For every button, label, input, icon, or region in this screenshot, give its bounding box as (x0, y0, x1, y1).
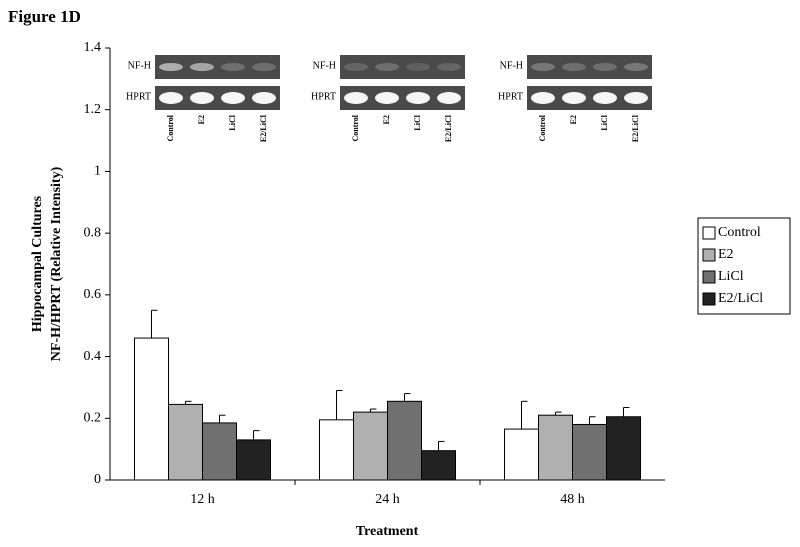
gel-lane-label: E2/LiCl (444, 114, 453, 142)
gel-band (437, 92, 461, 104)
gel-band (375, 92, 399, 104)
y-tick-label: 0.8 (84, 225, 102, 240)
bar (538, 414, 573, 481)
gel-lane-label: E2/LiCl (631, 114, 640, 142)
gel-lane-label: E2 (197, 115, 206, 124)
gel-row-label: NF-H (313, 60, 336, 71)
gel-band (159, 92, 183, 104)
gel-row-label: HPRT (498, 91, 523, 102)
gel-band (437, 63, 461, 71)
y-tick-label: 0.6 (84, 287, 102, 302)
gel-band (531, 63, 555, 71)
legend-label: E2 (718, 247, 734, 262)
legend-label: E2/LiCl (718, 291, 763, 306)
gel-band (624, 92, 648, 104)
gel-lane-label: LiCl (413, 114, 422, 130)
bar (606, 416, 641, 481)
y-tick-label: 0.2 (84, 411, 102, 426)
gel-lane-label: Control (166, 114, 175, 141)
gel-band (221, 63, 245, 71)
gel-band (344, 92, 368, 104)
y-axis-label: NF-H/HPRT (Relative Intensity) (49, 166, 64, 361)
gel-band (406, 63, 430, 71)
gel-band (531, 92, 555, 104)
gel-band (593, 63, 617, 71)
legend-swatch (702, 270, 716, 284)
y-tick-label: 1 (94, 164, 101, 179)
gel-band (344, 63, 368, 71)
bar (236, 439, 271, 481)
gel-band (221, 92, 245, 104)
gel-band (562, 92, 586, 104)
legend-swatch (702, 226, 716, 240)
gel-lane-label: LiCl (600, 114, 609, 130)
y-tick-label: 1.4 (84, 40, 102, 55)
bar (504, 428, 539, 481)
gel-band (593, 92, 617, 104)
legend-label: Control (718, 225, 761, 240)
x-tick-label: 24 h (375, 492, 400, 507)
gel-lane-label: E2/LiCl (259, 114, 268, 142)
y-axis-label: Hippocampal Cultures (30, 195, 45, 332)
bar (572, 423, 607, 481)
legend-label: LiCl (718, 269, 744, 284)
gel-lane-label: Control (538, 114, 547, 141)
gel-lane-label: Control (351, 114, 360, 141)
gel-image (527, 55, 652, 79)
figure-title: Figure 1D (8, 7, 81, 26)
gel-lane-label: LiCl (228, 114, 237, 130)
gel-band (252, 63, 276, 71)
y-tick-label: 0.4 (84, 349, 102, 364)
bar (319, 419, 354, 481)
x-tick-label: 12 h (190, 492, 215, 507)
x-axis-label: Treatment (356, 524, 419, 539)
gel-band (252, 92, 276, 104)
gel-row-label: HPRT (126, 91, 151, 102)
gel-band (406, 92, 430, 104)
legend-swatch (702, 248, 716, 262)
bar (353, 411, 388, 481)
gel-band (624, 63, 648, 71)
legend-swatch (702, 292, 716, 306)
bar (134, 337, 169, 481)
gel-band (190, 92, 214, 104)
y-tick-label: 0 (94, 472, 101, 487)
gel-band (562, 63, 586, 71)
gel-band (159, 63, 183, 71)
gel-row-label: NF-H (500, 60, 523, 71)
gel-image (340, 55, 465, 79)
gel-lane-label: E2 (569, 115, 578, 124)
bar (202, 422, 237, 481)
bar (421, 450, 456, 481)
gel-band (190, 63, 214, 71)
bar (387, 400, 422, 481)
y-tick-label: 1.2 (84, 102, 102, 117)
bar (168, 403, 203, 481)
x-tick-label: 48 h (560, 492, 585, 507)
gel-lane-label: E2 (382, 115, 391, 124)
gel-band (375, 63, 399, 71)
gel-row-label: HPRT (311, 91, 336, 102)
gel-row-label: NF-H (128, 60, 151, 71)
